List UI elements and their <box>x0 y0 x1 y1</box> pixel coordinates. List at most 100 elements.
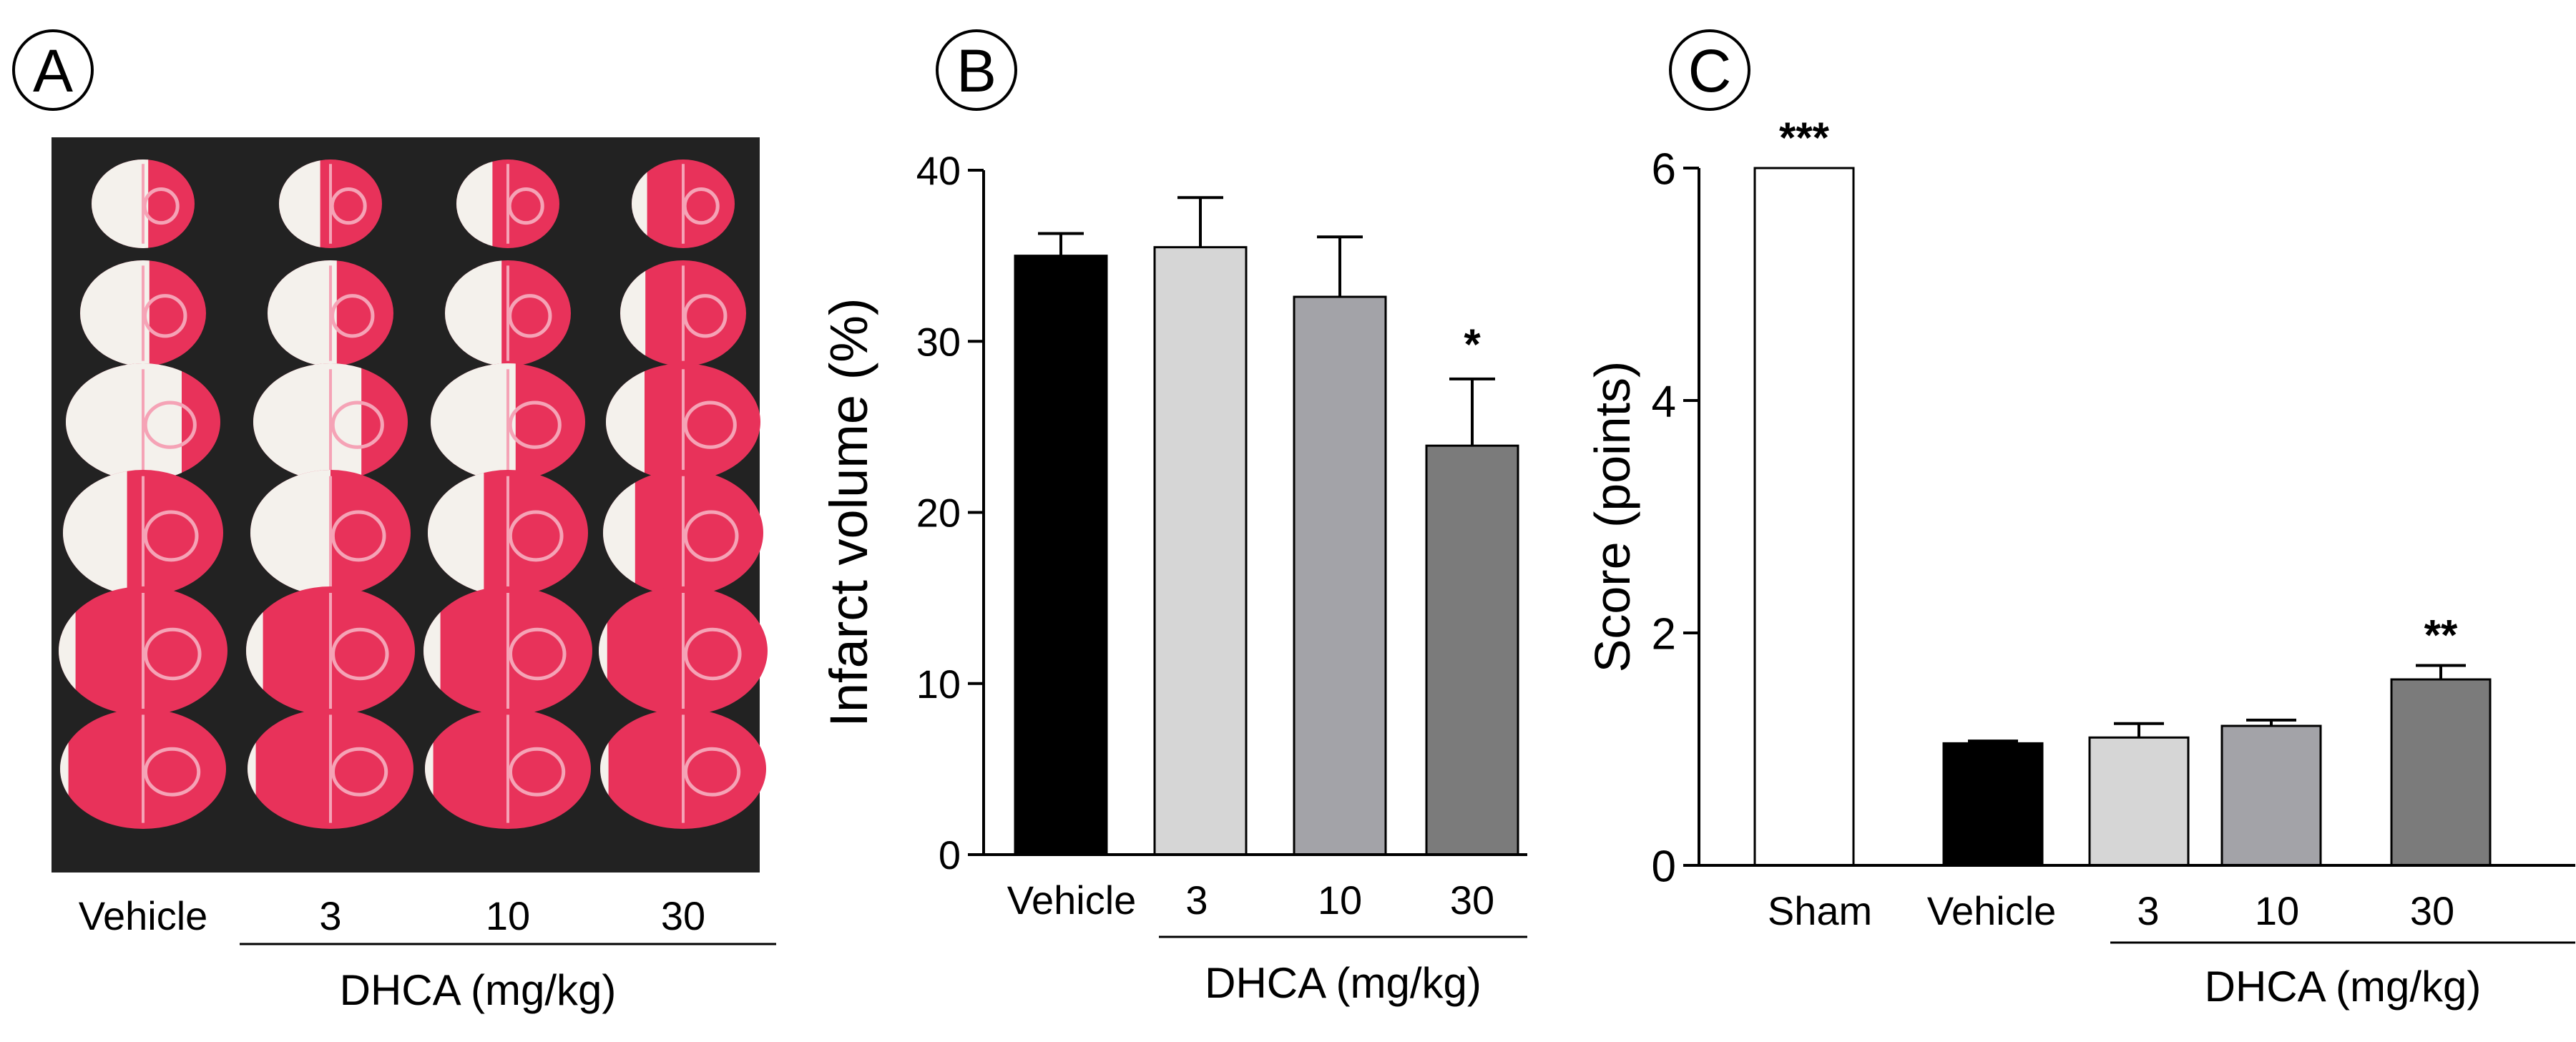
brain-slice <box>279 159 382 248</box>
slice-structure <box>683 510 739 562</box>
panel-a: A Vehicle 3 10 30 DHCA (mg/kg) <box>12 29 776 1014</box>
bar-vehicle <box>1942 742 2044 867</box>
slice-structure <box>683 294 728 338</box>
panel-a-group-30: 30 <box>661 893 705 938</box>
brain-slice <box>250 470 411 596</box>
slice-structure <box>508 294 552 338</box>
y-tick-label: 30 <box>916 319 961 364</box>
slice-infarct-region <box>600 709 609 829</box>
x-category-label: Vehicle <box>1007 878 1137 923</box>
significance-marker: ** <box>2424 611 2458 659</box>
x-axis-group-label: DHCA (mg/kg) <box>1205 959 1482 1007</box>
brain-slice <box>66 363 220 481</box>
y-tick-label: 2 <box>1652 609 1676 659</box>
bar-10 <box>1293 295 1387 856</box>
slice-structure <box>143 510 199 562</box>
brain-slice <box>600 709 766 829</box>
brain-slice <box>620 260 746 366</box>
brain-slice <box>632 159 735 248</box>
y-tick-label: 20 <box>916 491 961 536</box>
x-category-label: 30 <box>1450 878 1494 923</box>
slice-structure <box>682 187 720 225</box>
y-axis-label: Score (points) <box>1585 361 1640 673</box>
brain-slice <box>431 363 585 481</box>
brain-slice <box>445 260 571 366</box>
slice-structure <box>142 187 180 225</box>
slice-structure <box>143 747 201 797</box>
brain-slice <box>428 470 588 596</box>
bar-3 <box>2088 736 2190 867</box>
brain-slice <box>253 363 408 481</box>
slice-structure <box>143 294 187 338</box>
slice-structure <box>330 510 386 562</box>
panel-a-letter: A <box>33 37 73 104</box>
y-tick-label: 4 <box>1652 377 1676 426</box>
slice-structure <box>508 510 564 562</box>
brain-slice <box>606 363 760 481</box>
bar-30 <box>2390 678 2492 867</box>
slice-structure <box>683 747 741 797</box>
significance-marker: *** <box>1779 114 1830 162</box>
brain-slice <box>92 159 195 248</box>
slice-structure <box>144 627 202 681</box>
brain-slice <box>456 159 559 248</box>
slice-structure <box>683 400 737 449</box>
brain-slice <box>63 470 223 596</box>
panel-a-group-vehicle: Vehicle <box>79 893 208 938</box>
x-category-label: 30 <box>2410 888 2454 933</box>
bar-30 <box>1425 444 1519 856</box>
infarct-volume-chart: 0 10 20 30 40 Infarct volume (%) Vehicle 3 10 * 30… <box>819 148 1527 1007</box>
bar-10 <box>2220 724 2322 867</box>
slice-structure <box>330 187 367 225</box>
y-tick-label: 0 <box>1652 842 1676 891</box>
brain-slice-grid <box>59 159 768 829</box>
panel-a-letter-circle <box>12 29 94 111</box>
y-tick-label: 6 <box>1652 144 1676 194</box>
slice-structure <box>331 627 389 681</box>
brain-slice <box>603 470 763 596</box>
brain-slice <box>59 586 227 715</box>
brain-slice <box>246 586 415 715</box>
brain-slice <box>599 586 768 715</box>
neurological-score-chart: 0 2 4 6 Score (points) *** Sham Vehicle 3 10 ** 30 D… <box>1585 114 2575 1011</box>
brain-slice <box>268 260 393 366</box>
x-category-label: Sham <box>1768 888 1872 933</box>
bar-sham <box>1753 167 1855 867</box>
slice-structure <box>330 747 388 797</box>
bar-vehicle <box>1014 255 1108 856</box>
x-category-label: 10 <box>1318 878 1362 923</box>
y-tick-label: 10 <box>916 662 961 707</box>
panel-b: B 0 10 20 30 40 Infarct volume (%) Vehicle 3 10 *… <box>819 29 1527 1007</box>
brain-slice <box>248 709 413 829</box>
panel-a-dose-title: DHCA (mg/kg) <box>340 966 617 1014</box>
slice-structure <box>330 400 384 449</box>
slice-infarct-region <box>60 709 69 829</box>
slice-structure <box>508 747 566 797</box>
slice-infarct-region <box>599 586 607 715</box>
x-category-label: 10 <box>2255 888 2299 933</box>
brain-slice <box>60 709 226 829</box>
slice-structure <box>143 400 197 449</box>
panel-c-letter-circle <box>1669 29 1750 111</box>
slice-structure <box>330 294 375 338</box>
panel-b-letter: B <box>956 37 996 104</box>
brain-slice <box>423 586 592 715</box>
y-tick-label: 0 <box>939 832 961 878</box>
panel-c: C 0 2 4 6 Score (points) *** Sham Vehicle 3 10 ** 3… <box>1585 29 2575 1011</box>
x-category-label: Vehicle <box>1927 888 2057 933</box>
bar-3 <box>1153 246 1248 856</box>
panel-a-group-3: 3 <box>319 893 341 938</box>
brain-slice <box>80 260 206 366</box>
brain-slice <box>425 709 591 829</box>
slice-infarct-region <box>248 709 256 829</box>
slice-structure <box>507 187 544 225</box>
y-axis-label: Infarct volume (%) <box>819 298 878 727</box>
panel-a-group-10: 10 <box>486 893 530 938</box>
x-axis-group-label: DHCA (mg/kg) <box>2205 963 2482 1011</box>
slice-structure <box>508 400 562 449</box>
slice-structure <box>684 627 742 681</box>
y-tick-label: 40 <box>916 148 961 193</box>
slice-structure <box>509 627 567 681</box>
x-category-label: 3 <box>2137 888 2159 933</box>
